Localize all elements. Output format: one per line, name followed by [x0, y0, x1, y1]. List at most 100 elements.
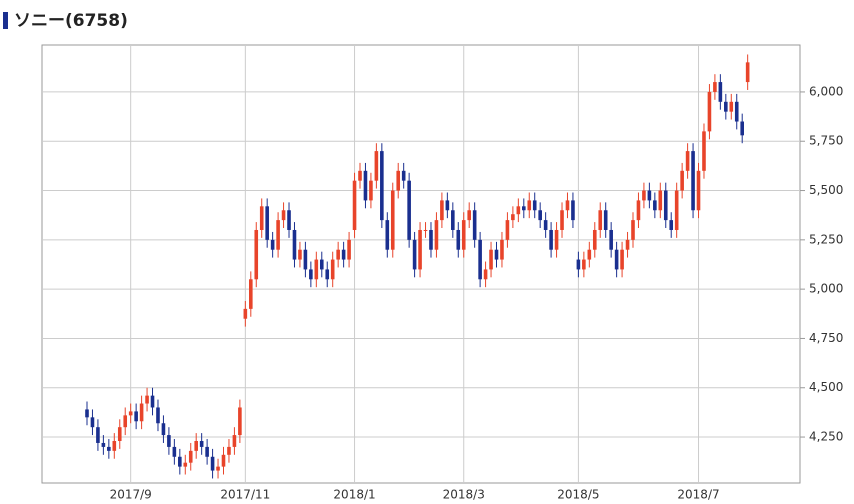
candle-body: [254, 229, 259, 280]
candle-body: [456, 229, 461, 250]
candle-body: [614, 249, 619, 270]
candle-body: [112, 440, 117, 451]
y-tick-label: 6,000: [809, 84, 843, 98]
candle-body: [653, 200, 657, 211]
candle-body: [549, 229, 553, 250]
candle-body: [385, 220, 390, 250]
candle-body: [390, 190, 395, 250]
candle-body: [303, 249, 308, 270]
chart-title: ソニー(6758): [14, 11, 128, 31]
candle-body: [276, 220, 280, 250]
candle-body: [511, 214, 515, 221]
candle-body: [691, 151, 695, 211]
candle-body: [265, 206, 269, 240]
candle-body: [270, 239, 275, 250]
candle-body: [647, 190, 652, 201]
candle-body: [505, 220, 510, 240]
candle-body: [674, 190, 679, 230]
candle-body: [227, 446, 231, 455]
candle-body: [139, 403, 144, 422]
candle-body: [85, 409, 89, 418]
candle-body: [232, 435, 237, 447]
candle-body: [194, 440, 198, 451]
candle-body: [221, 454, 226, 467]
candle-body: [680, 170, 684, 191]
candle-body: [483, 269, 488, 280]
candle-body: [167, 435, 171, 447]
candle-body: [205, 446, 209, 457]
candle-body: [702, 131, 706, 171]
candle-body: [128, 411, 133, 416]
x-tick-label: 2018/5: [557, 488, 599, 502]
candle-body: [309, 269, 313, 280]
y-tick-label: 4,750: [809, 331, 843, 345]
candle-body: [330, 259, 335, 280]
candle-body: [472, 210, 477, 240]
candle-body: [292, 229, 297, 260]
candle-body: [669, 220, 674, 230]
candle-body: [287, 210, 291, 230]
candle-body: [724, 101, 728, 112]
candle-body: [117, 427, 122, 441]
candle-body: [543, 220, 548, 230]
x-tick-label: 2018/7: [677, 488, 719, 502]
candle-body: [560, 210, 564, 230]
candle-body: [298, 249, 302, 260]
candle-body: [718, 82, 723, 102]
candle-body: [582, 259, 586, 270]
x-tick-label: 2018/1: [333, 488, 375, 502]
candle-body: [101, 442, 106, 447]
candle-body: [363, 170, 368, 201]
candle-body: [96, 427, 100, 443]
candle-body: [183, 462, 188, 467]
candle-body: [249, 279, 253, 309]
candle-body: [445, 200, 450, 211]
candle-body: [352, 180, 357, 230]
candle-body: [380, 151, 384, 221]
candle-body: [423, 229, 428, 231]
candle-body: [598, 210, 603, 230]
candle-body: [412, 239, 417, 270]
candle-body: [107, 446, 111, 451]
candle-body: [642, 190, 646, 201]
candle-body: [347, 239, 351, 260]
y-tick-label: 4,500: [809, 380, 843, 394]
candle-body: [707, 91, 712, 132]
candle-body: [532, 200, 537, 211]
candle-body: [658, 190, 663, 211]
candle-body: [636, 200, 641, 221]
candle-body: [341, 249, 346, 260]
candle-body: [696, 170, 701, 211]
candle-body: [734, 101, 739, 122]
candle-body: [625, 239, 630, 250]
candle-body: [440, 200, 444, 221]
y-tick-label: 5,750: [809, 134, 843, 148]
candle-body: [494, 249, 499, 260]
candle-body: [609, 229, 613, 250]
candle-body: [243, 308, 248, 319]
candle-body: [199, 440, 204, 447]
candle-body: [592, 229, 597, 250]
candle-body: [571, 200, 575, 221]
candle-body: [576, 259, 581, 270]
candle-body: [407, 180, 411, 240]
candle-body: [210, 456, 215, 471]
candle-body: [429, 229, 433, 250]
candle-body: [401, 170, 406, 181]
plot-frame: [41, 44, 801, 484]
candle-body: [745, 62, 750, 83]
y-tick-label: 5,250: [809, 232, 843, 246]
x-tick-label: 2017/9: [110, 488, 152, 502]
candle-body: [418, 229, 422, 270]
candle-body: [478, 239, 482, 280]
candle-body: [172, 446, 177, 457]
candle-body: [516, 206, 521, 215]
candle-body: [451, 210, 455, 230]
candle-body: [685, 151, 690, 171]
candle-body: [663, 190, 668, 221]
candle-body: [156, 407, 160, 424]
candle-body: [565, 200, 570, 211]
candle-body: [188, 450, 193, 463]
